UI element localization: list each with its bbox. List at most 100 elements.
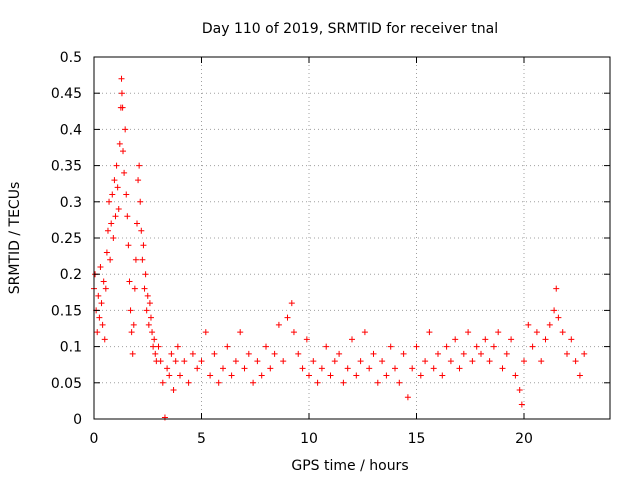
data-point	[224, 343, 231, 350]
data-point	[271, 350, 278, 357]
data-point	[508, 336, 515, 343]
data-point	[127, 307, 134, 314]
data-point	[245, 350, 252, 357]
data-point	[118, 75, 125, 82]
data-point	[383, 372, 390, 379]
data-point	[121, 169, 128, 176]
data-point	[318, 365, 325, 372]
data-point	[443, 343, 450, 350]
data-point	[374, 379, 381, 386]
data-point	[207, 372, 214, 379]
data-point	[211, 350, 218, 357]
data-point	[111, 177, 118, 184]
y-tick-label: 0.25	[51, 231, 82, 247]
data-point	[137, 198, 144, 205]
data-point	[215, 379, 222, 386]
data-point	[129, 350, 136, 357]
data-point	[126, 278, 133, 285]
data-point	[110, 235, 117, 241]
x-tick-label: 0	[90, 431, 99, 447]
data-point	[103, 249, 110, 256]
data-point	[426, 329, 433, 336]
data-point	[96, 314, 103, 321]
data-point	[306, 372, 312, 379]
data-point	[516, 387, 523, 394]
y-tick-label: 0.45	[51, 86, 82, 102]
data-point	[232, 358, 239, 365]
data-point	[114, 184, 121, 191]
data-point	[409, 365, 416, 372]
data-point	[141, 285, 148, 292]
data-point	[525, 321, 532, 328]
data-point	[136, 162, 143, 169]
data-point	[123, 191, 130, 198]
data-point	[404, 394, 411, 401]
data-point	[128, 329, 135, 336]
data-point	[387, 343, 394, 350]
data-point	[181, 358, 188, 365]
plot-frame	[93, 56, 611, 420]
data-point	[299, 365, 306, 372]
data-point	[241, 365, 248, 372]
data-point	[303, 336, 310, 343]
data-point	[344, 365, 351, 372]
data-point	[112, 213, 119, 220]
data-point	[107, 256, 114, 263]
data-point	[447, 358, 454, 365]
data-point	[118, 90, 125, 97]
data-point	[538, 358, 545, 365]
data-point	[146, 300, 153, 307]
data-point	[430, 365, 437, 372]
data-point	[465, 329, 472, 336]
data-point	[228, 372, 235, 379]
y-tick-label: 0.3	[60, 195, 82, 211]
data-point	[400, 350, 407, 357]
data-point	[194, 365, 201, 372]
data-point	[149, 329, 156, 336]
data-point	[151, 336, 158, 343]
data-point	[331, 358, 338, 365]
data-point	[147, 314, 154, 321]
data-point	[349, 336, 355, 343]
data-point	[139, 256, 146, 263]
data-point	[452, 336, 459, 343]
data-point	[250, 379, 257, 386]
data-point	[159, 379, 166, 386]
data-point	[314, 379, 321, 386]
data-point	[102, 285, 109, 292]
data-point	[357, 358, 364, 365]
data-point	[564, 350, 570, 357]
data-point	[478, 350, 484, 357]
data-point	[166, 372, 173, 379]
data-point	[568, 336, 575, 343]
data-point	[473, 343, 480, 350]
data-point	[170, 387, 177, 394]
data-point	[134, 220, 140, 227]
data-point	[396, 379, 403, 386]
x-tick-label: 10	[300, 431, 318, 447]
data-point	[460, 350, 467, 357]
data-point	[122, 126, 129, 133]
data-point	[551, 307, 558, 314]
data-point	[490, 343, 497, 350]
data-point	[290, 329, 297, 336]
data-point	[555, 314, 562, 321]
data-point	[469, 358, 476, 365]
data-point	[392, 365, 398, 372]
data-point	[142, 271, 149, 278]
data-point	[518, 401, 525, 408]
data-point	[131, 285, 138, 292]
grid-lines	[94, 57, 610, 419]
y-tick-label: 0.2	[60, 267, 82, 283]
data-point	[553, 285, 560, 292]
data-point	[267, 365, 274, 372]
data-point	[576, 372, 583, 379]
data-point	[258, 372, 265, 379]
data-point	[144, 292, 151, 299]
data-point	[327, 372, 334, 379]
data-point	[275, 321, 282, 328]
data-point	[124, 213, 131, 220]
x-tick-label: 15	[408, 431, 426, 447]
data-point	[99, 321, 106, 328]
data-point	[529, 343, 536, 350]
